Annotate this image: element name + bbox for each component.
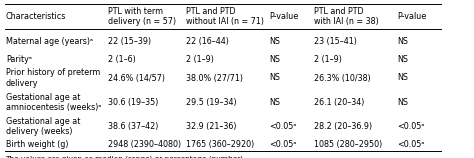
Text: 2948 (2390–4080): 2948 (2390–4080) xyxy=(108,140,181,149)
Text: <0.05ᵃ: <0.05ᵃ xyxy=(269,140,297,149)
Text: PTL with term
delivery (n = 57): PTL with term delivery (n = 57) xyxy=(108,7,176,26)
Text: 26.1 (20–34): 26.1 (20–34) xyxy=(314,98,365,107)
Text: 22 (16–44): 22 (16–44) xyxy=(186,37,229,46)
Text: 38.0% (27/71): 38.0% (27/71) xyxy=(186,73,243,82)
Text: Gestational age at
amniocentesis (weeks)ᵃ: Gestational age at amniocentesis (weeks)… xyxy=(6,92,101,112)
Text: PTL and PTD
with IAI (n = 38): PTL and PTD with IAI (n = 38) xyxy=(314,7,379,26)
Text: The values are given as median (range) or percentage (number).: The values are given as median (range) o… xyxy=(5,155,246,158)
Text: <0.05ᵃ: <0.05ᵃ xyxy=(397,122,425,131)
Text: P-value: P-value xyxy=(269,12,298,21)
Text: Birth weight (g): Birth weight (g) xyxy=(6,140,69,149)
Text: NS: NS xyxy=(397,73,408,82)
Text: 24.6% (14/57): 24.6% (14/57) xyxy=(108,73,165,82)
Text: 2 (1–6): 2 (1–6) xyxy=(108,55,136,64)
Text: 28.2 (20–36.9): 28.2 (20–36.9) xyxy=(314,122,372,131)
Text: NS: NS xyxy=(269,73,280,82)
Text: 32.9 (21–36): 32.9 (21–36) xyxy=(186,122,237,131)
Text: 1085 (280–2950): 1085 (280–2950) xyxy=(314,140,383,149)
Text: 2 (1–9): 2 (1–9) xyxy=(314,55,342,64)
Text: Gestational age at
delivery (weeks): Gestational age at delivery (weeks) xyxy=(6,117,81,136)
Text: Maternal age (years)ᵃ: Maternal age (years)ᵃ xyxy=(6,37,93,46)
Text: 38.6 (37–42): 38.6 (37–42) xyxy=(108,122,158,131)
Text: Prior history of preterm
delivery: Prior history of preterm delivery xyxy=(6,68,100,88)
Text: 29.5 (19–34): 29.5 (19–34) xyxy=(186,98,237,107)
Text: 26.3% (10/38): 26.3% (10/38) xyxy=(314,73,371,82)
Text: 2 (1–9): 2 (1–9) xyxy=(186,55,214,64)
Text: NS: NS xyxy=(397,55,408,64)
Text: 30.6 (19–35): 30.6 (19–35) xyxy=(108,98,158,107)
Text: NS: NS xyxy=(269,55,280,64)
Text: NS: NS xyxy=(397,98,408,107)
Text: NS: NS xyxy=(269,37,280,46)
Text: P-value: P-value xyxy=(397,12,426,21)
Text: <0.05ᵃ: <0.05ᵃ xyxy=(269,122,297,131)
Text: Parityᵃ: Parityᵃ xyxy=(6,55,32,64)
Text: 23 (15–41): 23 (15–41) xyxy=(314,37,357,46)
Text: 1765 (360–2920): 1765 (360–2920) xyxy=(186,140,255,149)
Text: NS: NS xyxy=(269,98,280,107)
Text: <0.05ᵃ: <0.05ᵃ xyxy=(397,140,425,149)
Text: PTL and PTD
without IAI (n = 71): PTL and PTD without IAI (n = 71) xyxy=(186,7,264,26)
Text: 22 (15–39): 22 (15–39) xyxy=(108,37,151,46)
Text: Characteristics: Characteristics xyxy=(6,12,66,21)
Text: NS: NS xyxy=(397,37,408,46)
